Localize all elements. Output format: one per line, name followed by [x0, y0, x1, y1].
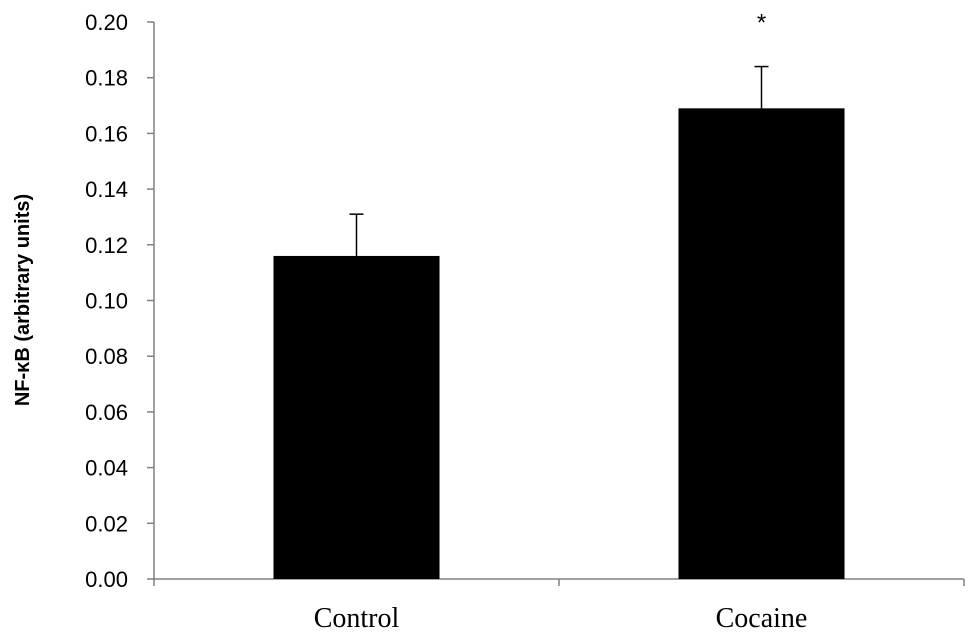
y-tick-label: 0.18 [85, 66, 128, 91]
y-axis-title: NF-κB (arbitrary units) [12, 194, 34, 406]
significance-marker: * [757, 10, 766, 37]
x-tick-label: Control [314, 603, 400, 634]
y-tick-label: 0.20 [85, 10, 128, 35]
y-tick-label: 0.16 [85, 121, 128, 146]
y-tick-label: 0.02 [85, 511, 128, 536]
bar-control [273, 255, 440, 579]
y-tick-label: 0.08 [85, 344, 128, 369]
annotations: * [757, 10, 766, 37]
y-axis: 0.00 0.02 0.04 0.06 0.08 0.10 0.12 0.14 0.16 0.18… [85, 10, 155, 592]
x-tick-label: Cocaine [716, 603, 808, 634]
y-tick-label: 0.00 [85, 567, 128, 592]
bar-cocaine [678, 108, 845, 580]
y-tick-label: 0.10 [85, 289, 128, 314]
y-tick-label: 0.06 [85, 400, 128, 425]
y-tick-label: 0.04 [85, 456, 128, 481]
category-labels: Control Cocaine [314, 603, 808, 634]
y-tick-label: 0.14 [85, 177, 128, 202]
y-tick-label: 0.12 [85, 233, 128, 258]
error-bars [349, 65, 769, 256]
bars [273, 108, 845, 580]
x-axis [153, 578, 965, 586]
